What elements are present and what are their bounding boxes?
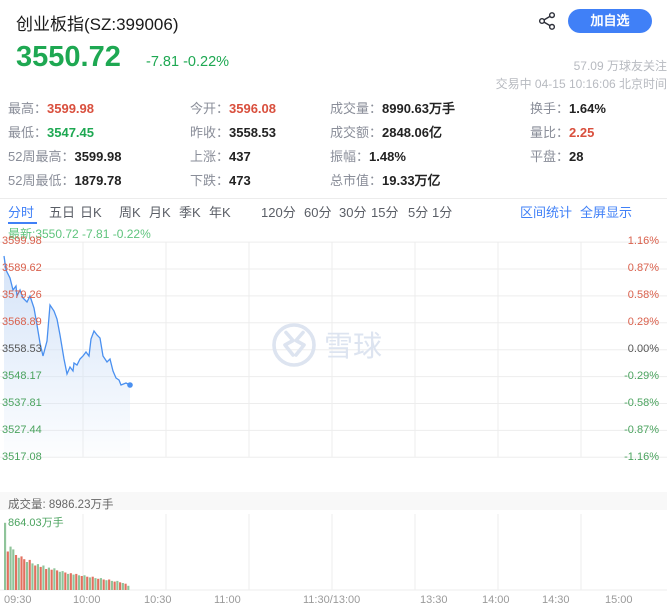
svg-text:雪球: 雪球 xyxy=(324,330,382,363)
